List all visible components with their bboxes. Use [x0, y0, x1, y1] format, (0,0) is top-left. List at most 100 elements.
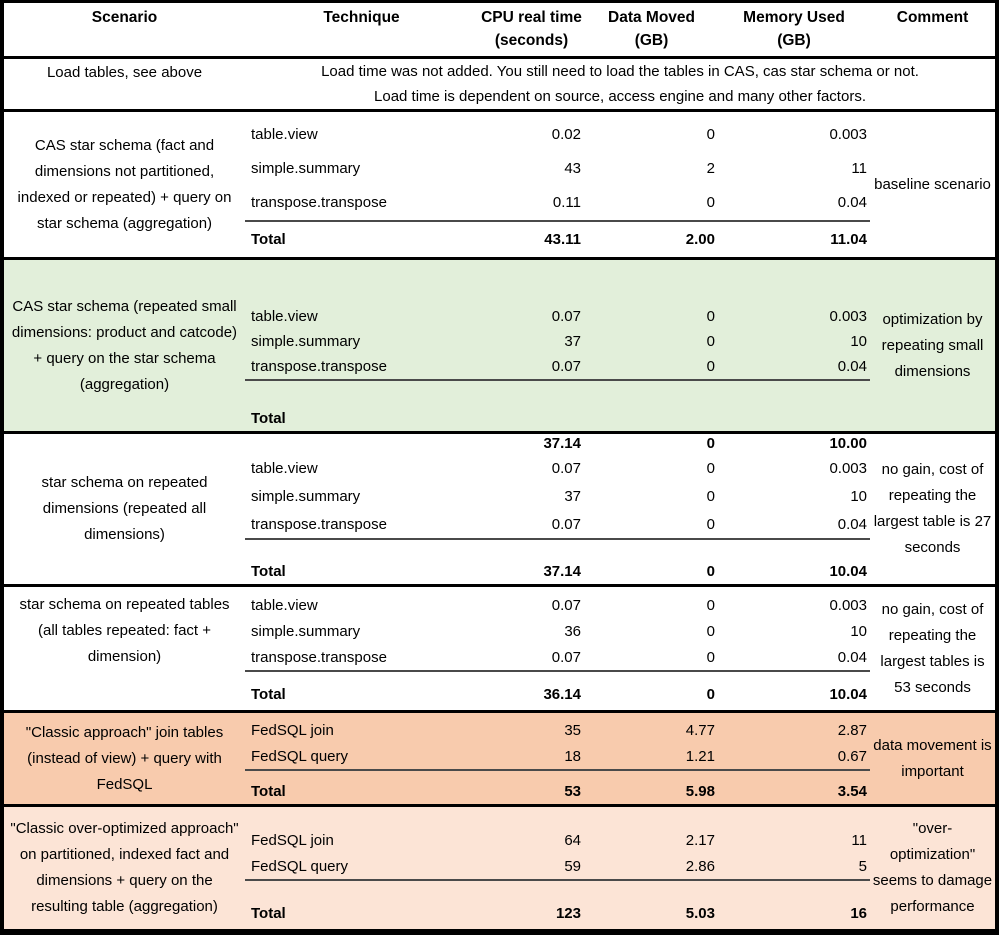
technique-row: simple.summary 37 0 10	[245, 329, 870, 354]
total-memory-value: 3.54	[837, 782, 867, 800]
total-label: Total	[251, 562, 286, 580]
scenario-cell: CAS star schema (fact and dimensions not…	[17, 136, 232, 232]
memory-value: 10	[850, 622, 867, 640]
header-technique-label: Technique	[323, 9, 400, 26]
technique-row: FedSQL join 35 4.77 2.87	[245, 717, 870, 743]
comment-cell: baseline scenario	[874, 175, 991, 193]
comment-cell: data movement is important	[873, 736, 992, 780]
data-moved-value: 0	[706, 515, 715, 533]
cpu-value: 35	[564, 721, 581, 739]
header-scenario: Scenario	[4, 6, 245, 56]
technique-name: transpose.transpose	[251, 515, 387, 533]
memory-value: 10	[850, 333, 867, 350]
header-memory-used: Memory Used (GB)	[718, 6, 870, 56]
memory-value: 0.04	[837, 194, 867, 212]
cpu-value: 0.07	[551, 648, 581, 666]
total-cpu-value: 37.14	[543, 562, 581, 580]
total-data-moved-value: 0	[706, 685, 715, 703]
technique-name: FedSQL join	[251, 831, 334, 849]
technique-table: table.view 0.07 0 0.003 simple.summary 3…	[245, 587, 870, 710]
total-row: Total 37.14 0 10.00	[245, 406, 870, 452]
cpu-value: 0.02	[551, 125, 581, 143]
data-moved-value: 0	[706, 596, 715, 614]
memory-value: 5	[858, 857, 867, 875]
memory-value: 0.003	[829, 308, 867, 325]
memory-value: 0.04	[837, 648, 867, 666]
data-moved-value: 2.86	[685, 857, 715, 875]
scenario-section: star schema on repeated tables (all tabl…	[4, 584, 995, 710]
cpu-value: 0.11	[552, 194, 581, 212]
total-row: Total 43.11 2.00 11.04	[245, 222, 870, 257]
sum-divider-line	[245, 219, 870, 222]
total-cpu-value: 37.14	[543, 435, 581, 452]
memory-value: 11	[851, 831, 867, 849]
total-cpu-value: 123	[555, 904, 581, 922]
technique-name: table.view	[251, 125, 318, 143]
data-moved-value: 0	[706, 622, 715, 640]
memory-value: 10	[850, 487, 867, 505]
memory-value: 0.04	[837, 515, 867, 533]
total-label: Total	[251, 904, 286, 922]
total-row: Total 53 5.98 3.54	[245, 778, 870, 804]
scenario-sections: CAS star schema (fact and dimensions not…	[4, 109, 995, 929]
comment-cell: no gain, cost of repeating the largest t…	[880, 600, 985, 696]
total-label: Total	[251, 685, 286, 703]
sum-divider-line	[245, 379, 870, 381]
technique-name: FedSQL query	[251, 857, 348, 875]
scenario-section: star schema on repeated dimensions (repe…	[4, 431, 995, 584]
technique-table: FedSQL join 64 2.17 11 FedSQL query 59 2…	[245, 807, 870, 929]
technique-row: table.view 0.07 0 0.003	[245, 304, 870, 329]
header-technique: Technique	[245, 6, 478, 56]
data-moved-value: 0	[706, 487, 715, 505]
header-comment-sub	[870, 30, 995, 52]
memory-value: 2.87	[837, 721, 867, 739]
data-moved-value: 2	[706, 159, 715, 177]
total-cpu-value: 36.14	[543, 685, 581, 703]
technique-name: transpose.transpose	[251, 648, 387, 666]
data-moved-value: 0	[706, 459, 715, 477]
scenario-cell: star schema on repeated tables (all tabl…	[19, 596, 230, 665]
scenario-section: "Classic over-optimized approach" on par…	[4, 804, 995, 929]
total-row: Total 36.14 0 10.04	[245, 681, 870, 707]
cpu-value: 0.07	[551, 308, 581, 325]
technique-name: table.view	[251, 308, 318, 325]
load-tables-note-line1: Load time was not added. You still need …	[321, 63, 919, 80]
technique-name: simple.summary	[251, 333, 361, 350]
technique-name: transpose.transpose	[251, 194, 387, 212]
technique-row: simple.summary 37 0 10	[245, 482, 870, 510]
scenario-section: "Classic approach" join tables (instead …	[4, 710, 995, 804]
total-data-moved-value: 5.03	[685, 904, 715, 922]
technique-name: simple.summary	[251, 622, 361, 640]
cpu-value: 37	[564, 487, 581, 505]
total-row: Total 123 5.03 16	[245, 900, 870, 926]
header-scenario-sub	[4, 30, 245, 52]
technique-row: table.view 0.02 0 0.003	[245, 117, 870, 151]
memory-value: 0.67	[837, 747, 867, 765]
technique-row: transpose.transpose 0.07 0 0.04	[245, 644, 870, 670]
data-moved-value: 0	[706, 125, 715, 143]
data-moved-value: 0	[706, 358, 715, 375]
header-memory-used-label: Memory Used	[743, 9, 845, 26]
header-scenario-label: Scenario	[91, 9, 158, 26]
technique-table: table.view 0.02 0 0.003 simple.summary 4…	[245, 112, 870, 257]
scenario-cell: "Classic over-optimized approach" on par…	[10, 820, 239, 915]
data-moved-value: 2.17	[685, 831, 715, 849]
technique-row: FedSQL query 59 2.86 5	[245, 853, 870, 879]
load-tables-note: Load time was not added. You still need …	[245, 59, 995, 109]
total-data-moved-value: 0	[706, 562, 715, 580]
technique-row: transpose.transpose 0.07 0 0.04	[245, 354, 870, 379]
technique-row: FedSQL join 64 2.17 11	[245, 827, 870, 853]
sum-divider-line	[245, 879, 870, 881]
memory-value: 0.003	[829, 125, 867, 143]
cpu-value: 59	[564, 857, 581, 875]
cpu-value: 0.07	[551, 358, 581, 375]
technique-row: simple.summary 36 0 10	[245, 618, 870, 644]
technique-table: table.view 0.07 0 0.003 simple.summary 3…	[245, 434, 870, 584]
comment-cell: no gain, cost of repeating the largest t…	[873, 461, 992, 556]
total-memory-value: 16	[850, 904, 867, 922]
technique-name: FedSQL query	[251, 747, 348, 765]
memory-value: 0.04	[837, 358, 867, 375]
scenario-section: CAS star schema (repeated small dimensio…	[4, 257, 995, 452]
data-moved-value: 1.21	[685, 747, 715, 765]
